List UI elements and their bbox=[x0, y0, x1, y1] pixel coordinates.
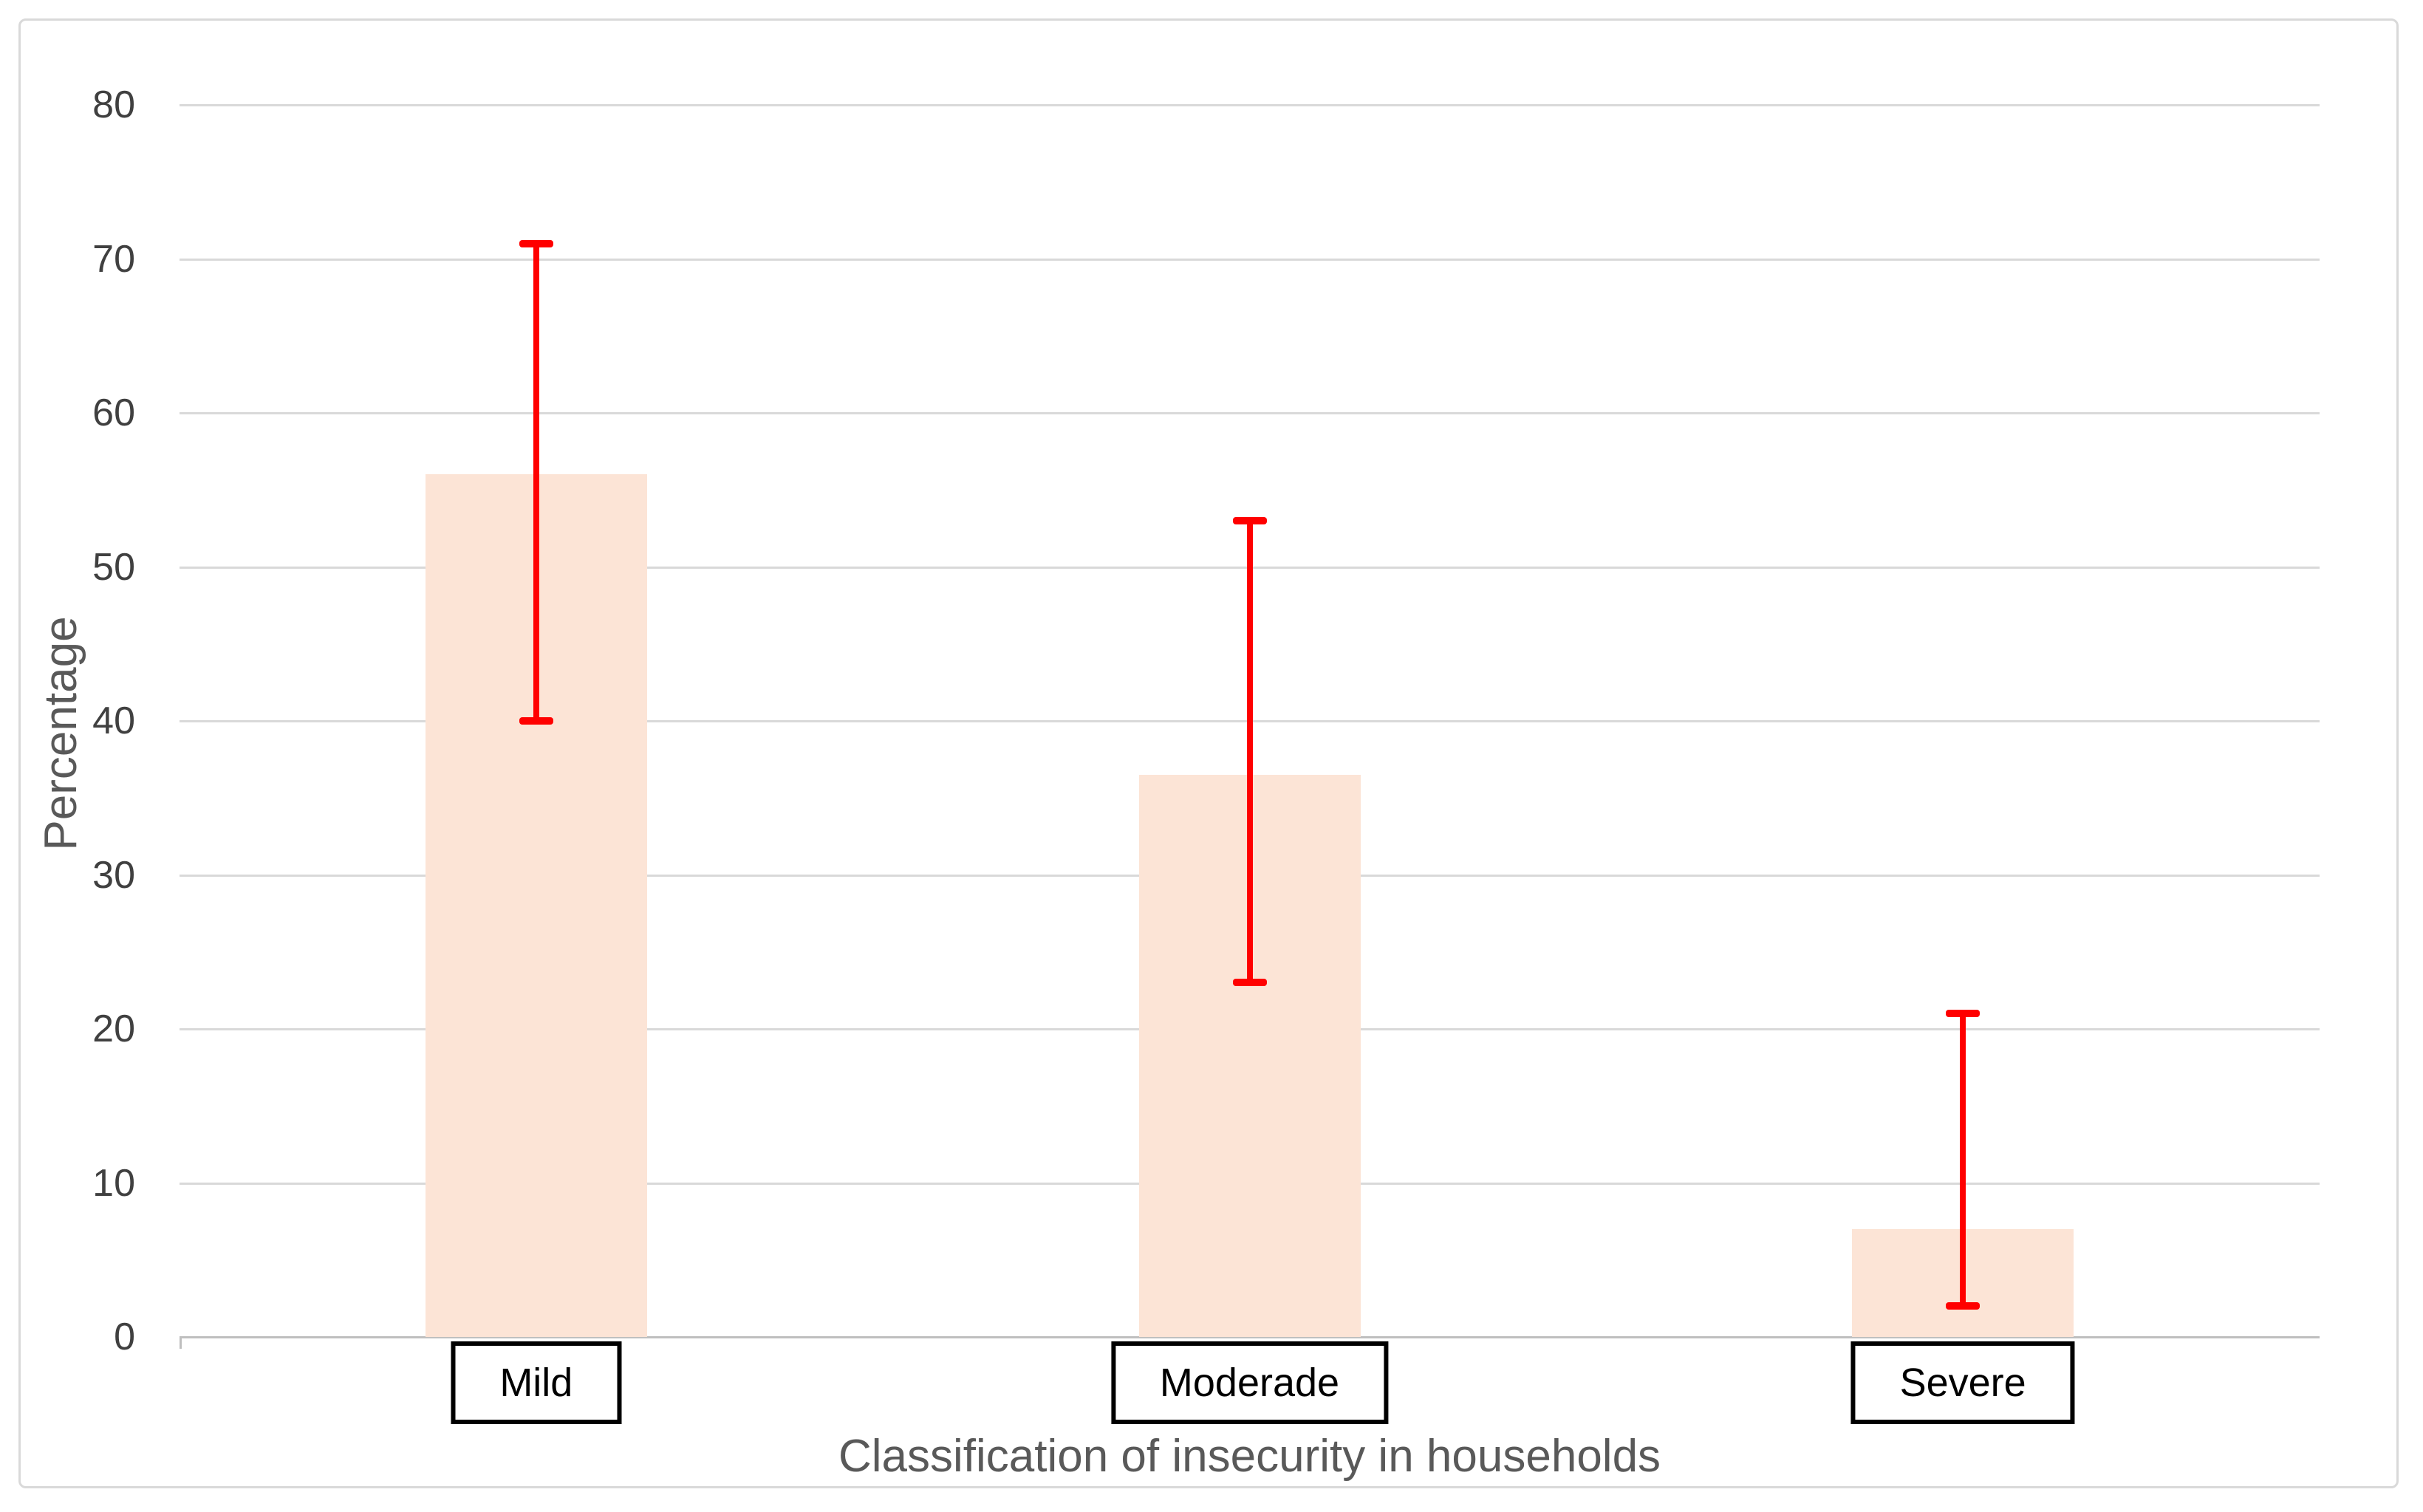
error-bar-cap bbox=[1232, 516, 1267, 524]
category-label-moderade: Moderade bbox=[1110, 1341, 1389, 1424]
error-bar-cap bbox=[1946, 1302, 1981, 1310]
error-bar-line bbox=[533, 243, 539, 721]
y-tick-label: 60 bbox=[92, 391, 135, 434]
error-bar-cap bbox=[519, 239, 553, 247]
y-tick-label: 20 bbox=[92, 1008, 135, 1050]
error-bar-cap bbox=[1232, 979, 1267, 987]
error-bar-cap bbox=[1946, 1010, 1981, 1018]
y-tick-label: 40 bbox=[92, 699, 135, 742]
y-tick-label: 10 bbox=[92, 1161, 135, 1205]
chart-frame: Percentage 0 10 20 30 40 50 60 70 80 Mild Moderad… bbox=[18, 18, 2399, 1488]
x-axis-line bbox=[180, 1336, 2320, 1338]
y-tick-label: 80 bbox=[92, 83, 135, 126]
category-label-mild: Mild bbox=[451, 1341, 622, 1424]
y-tick-label: 50 bbox=[92, 545, 135, 589]
y-tick-label: 0 bbox=[114, 1316, 135, 1358]
error-bar-cap bbox=[519, 717, 553, 725]
gridline bbox=[180, 258, 2320, 261]
plot-area bbox=[180, 104, 2320, 1349]
x-axis-title: Classification of insecurity in househol… bbox=[838, 1431, 1661, 1482]
y-tick-label: 70 bbox=[92, 237, 135, 281]
category-label-severe: Severe bbox=[1850, 1341, 2075, 1424]
error-bar-line bbox=[1246, 520, 1253, 983]
x-axis-tick-mark bbox=[180, 1337, 182, 1349]
gridline bbox=[180, 104, 2320, 106]
gridline bbox=[180, 412, 2320, 414]
error-bar-line bbox=[1960, 1013, 1966, 1307]
y-tick-label: 30 bbox=[92, 853, 135, 897]
